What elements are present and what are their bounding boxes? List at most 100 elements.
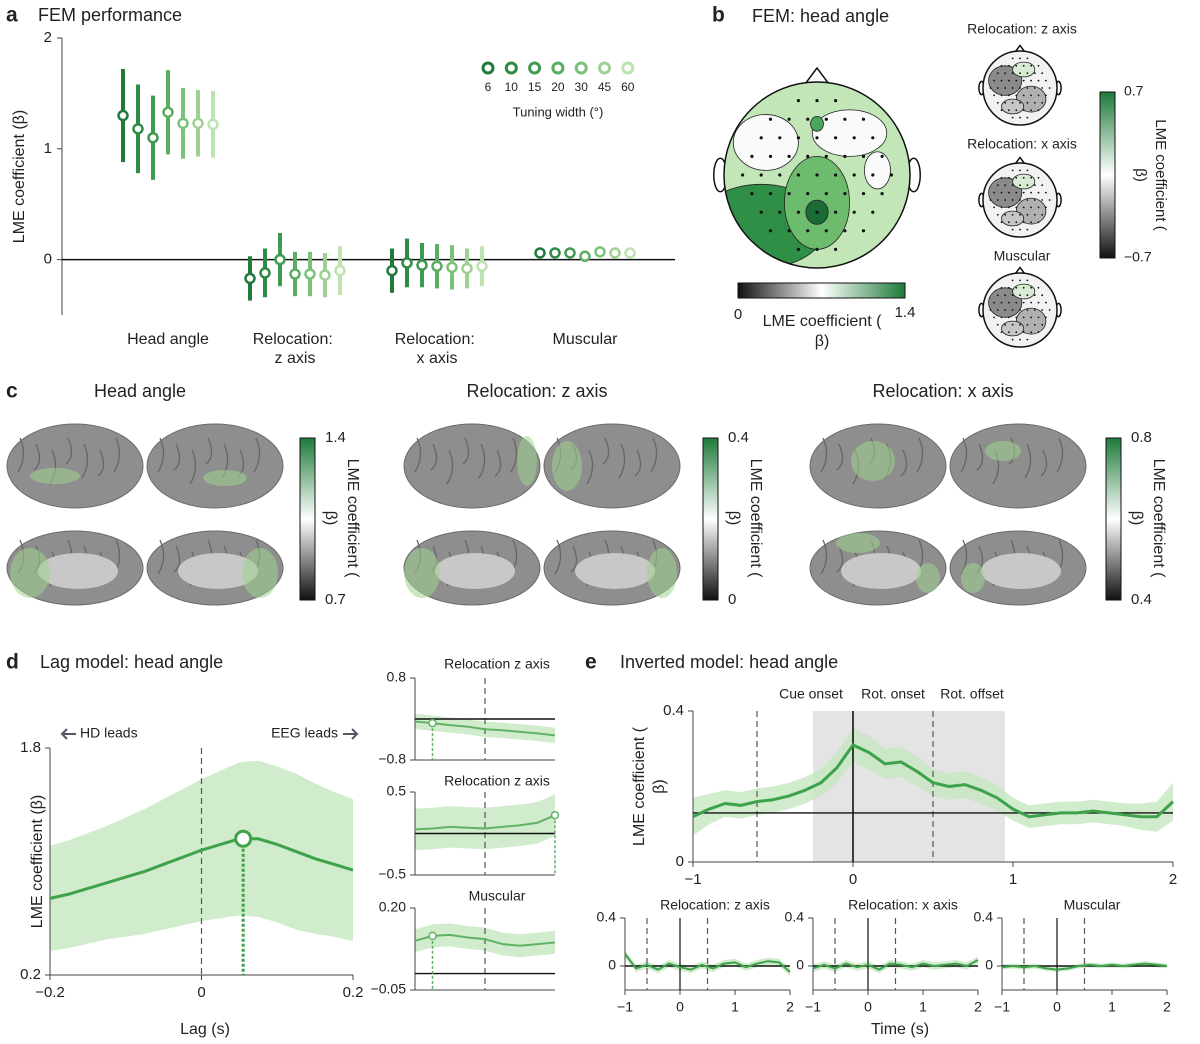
- colorbar-tick-label: 0.7: [325, 591, 346, 608]
- point: [274, 253, 286, 266]
- annotation: HD leads: [80, 725, 138, 741]
- point: [431, 260, 443, 272]
- electrode: [815, 247, 819, 251]
- electrode: [1008, 206, 1010, 209]
- sulcus: [836, 545, 844, 573]
- electrode: [1019, 184, 1021, 187]
- electrode: [1011, 279, 1014, 282]
- electrode: [759, 210, 763, 214]
- chart-title: Relocation: x axis: [848, 897, 958, 913]
- electrode: [871, 136, 875, 140]
- electrode: [834, 210, 838, 214]
- x-tick-label: −1: [617, 999, 633, 1015]
- electrode: [852, 136, 856, 140]
- electrode: [1011, 101, 1014, 104]
- activation: [203, 470, 247, 486]
- electrode: [1041, 184, 1044, 187]
- electrode: [806, 154, 810, 158]
- legend-swatch: [598, 61, 611, 75]
- sulcus: [570, 545, 578, 573]
- electrode: [815, 99, 819, 103]
- confidence-band: [50, 760, 353, 951]
- electrode: [1022, 286, 1025, 289]
- electrode: [1026, 101, 1029, 104]
- x-tick-label: −1: [805, 999, 821, 1015]
- electrode: [1026, 338, 1029, 341]
- electrode: [815, 210, 819, 214]
- panel-label: a: [6, 4, 18, 27]
- medial-wall: [38, 553, 118, 589]
- electrode: [796, 99, 801, 103]
- topomap-title: Muscular: [994, 248, 1051, 264]
- electrode: [1015, 79, 1018, 82]
- electrode: [1033, 294, 1036, 297]
- sulcus: [900, 449, 908, 477]
- y-tick-label: 0: [608, 957, 616, 973]
- electrode: [1004, 87, 1007, 89]
- electrode: [806, 192, 810, 196]
- electrode: [1033, 199, 1036, 201]
- contour-region: [988, 65, 1023, 96]
- electrode: [768, 117, 773, 121]
- y-tick-label: 0.20: [379, 899, 406, 915]
- y-tick-label: −0.5: [378, 866, 406, 882]
- y-tick-label: 0.5: [387, 783, 407, 799]
- activation: [836, 533, 880, 553]
- peak-marker: [428, 718, 437, 728]
- electrode: [1041, 323, 1044, 326]
- electrode: [1008, 286, 1010, 289]
- electrode: [1011, 199, 1014, 201]
- electrode: [759, 173, 763, 177]
- x-tick-label: Relocation: x axis: [395, 331, 480, 367]
- colorbar: [737, 282, 906, 299]
- scalp-outline: [723, 81, 911, 269]
- electrode: [1011, 72, 1014, 75]
- electrode: [1037, 176, 1040, 179]
- activation: [961, 563, 985, 593]
- point: [579, 250, 591, 263]
- electrode: [768, 154, 773, 158]
- scalp-outline: [982, 272, 1058, 348]
- electrode: [815, 173, 819, 177]
- electrode: [768, 192, 773, 196]
- x-tick-label: 0: [197, 984, 205, 1001]
- arrow: [60, 728, 76, 740]
- point: [549, 247, 561, 259]
- electrode: [1037, 109, 1040, 112]
- contour-region: [732, 114, 799, 171]
- electrode: [1026, 57, 1029, 60]
- sulcus: [634, 449, 642, 477]
- chart-title: Relocation z axis: [444, 656, 550, 672]
- electrode: [834, 99, 838, 103]
- panel-label: d: [6, 651, 19, 674]
- sulcus: [1024, 443, 1032, 479]
- electrode: [1000, 64, 1003, 67]
- electrode: [1026, 199, 1029, 201]
- electrode: [1011, 294, 1014, 297]
- electrode: [1022, 301, 1025, 304]
- electrode: [1037, 301, 1040, 304]
- brain-surfaces: Head angle 1.4 0.7 LME coefficient (β) Reloc…: [6, 381, 1167, 608]
- colorbar-tick-label: −0.7: [1124, 249, 1152, 265]
- electrode: [778, 210, 782, 214]
- x-tick-label: 0: [864, 999, 872, 1015]
- electrode: [852, 210, 856, 214]
- electrode: [1022, 191, 1025, 194]
- electrode: [1000, 176, 1003, 179]
- y-tick-label: 0: [796, 957, 804, 973]
- point: [289, 268, 301, 280]
- x-tick-label: 2: [1163, 999, 1171, 1015]
- y-tick-label: 0.4: [663, 702, 684, 719]
- contour-region: [864, 151, 891, 190]
- colorbar-tick-label: 0: [734, 306, 742, 323]
- colorbar-tick-label: 0.8: [1131, 429, 1152, 446]
- point: [319, 269, 331, 281]
- y-tick-label: 0.8: [387, 669, 407, 685]
- sulcus: [602, 437, 610, 465]
- electrode: [1011, 338, 1014, 341]
- contour-region: [1001, 210, 1025, 227]
- electrode: [787, 117, 791, 121]
- electrode: [1008, 64, 1010, 67]
- electrode: [1037, 221, 1040, 224]
- peak-marker: [428, 931, 437, 941]
